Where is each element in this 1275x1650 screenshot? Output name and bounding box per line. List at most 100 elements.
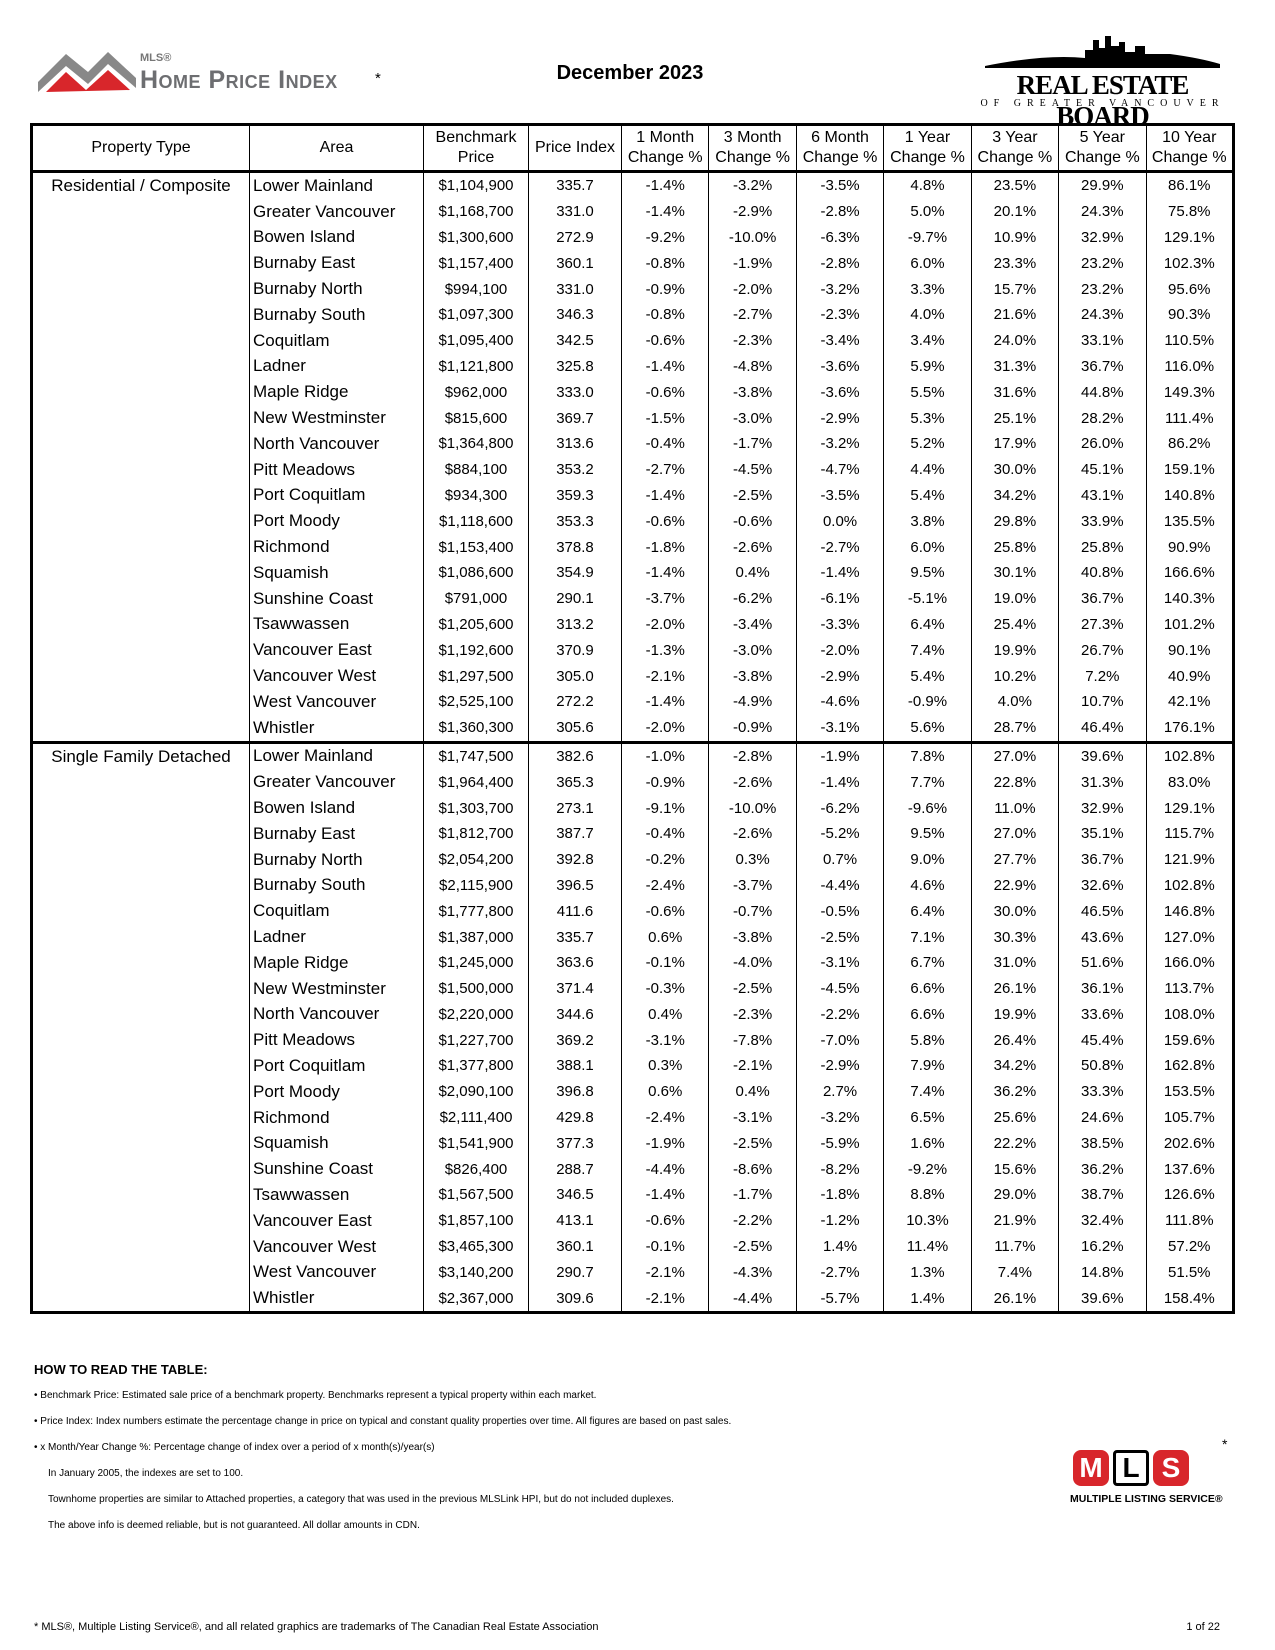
table-row: Whistler $1,360,300 305.6 -2.0% -0.9% -3.1% 5.… [32,714,1235,743]
table-cell: 40.8% [1058,559,1147,586]
hpi-logo-mark [38,52,136,92]
table-cell: 22.8% [970,769,1060,796]
table-cell: $1,095,400 [423,327,529,354]
table-cell: 159.6% [1145,1027,1235,1054]
table-cell: 111.8% [1145,1207,1235,1234]
table-cell: 36.7% [1058,353,1147,380]
table-cell: 166.0% [1145,949,1235,976]
table-cell: 30.0% [970,456,1060,483]
table-cell: 7.4% [883,637,972,664]
table-cell: $2,525,100 [423,688,529,715]
table-cell: 26.4% [970,1027,1060,1054]
area: Whistler [249,714,424,743]
table-cell: 129.1% [1145,224,1235,251]
table-cell: $1,812,700 [423,820,529,847]
table-cell: 51.5% [1145,1259,1235,1286]
table-cell: -2.3% [708,1001,797,1028]
table-cell: 146.8% [1145,898,1235,925]
area: Port Moody [249,1078,424,1105]
area: West Vancouver [249,688,424,715]
table-cell: -2.3% [708,327,797,354]
table-cell: -0.9% [620,276,710,302]
table-cell: 7.8% [883,740,972,770]
table-cell: -2.4% [620,1104,710,1131]
table-cell: -2.6% [708,820,797,847]
table-cell: 377.3 [528,1130,622,1157]
table-cell: 28.2% [1058,405,1147,431]
mls-label: MLS® [140,52,172,64]
table-cell: 32.4% [1058,1207,1147,1234]
table-cell: $1,192,600 [423,637,529,664]
table-cell: -4.9% [708,688,797,715]
table-cell: 26.7% [1058,637,1147,664]
table-cell: 105.7% [1145,1104,1235,1131]
mls-letter: M [1073,1450,1109,1486]
table-cell: 31.0% [970,949,1060,976]
table-cell: 388.1 [528,1053,622,1079]
table-cell: -9.6% [883,795,972,821]
table-cell: -3.2% [795,1104,885,1131]
table-cell: -2.0% [620,714,710,743]
area: Pitt Meadows [249,1027,424,1054]
table-cell: 3.3% [883,276,972,302]
table-row: Pitt Meadows $1,227,700 369.2 -3.1% -7.8% -7.… [32,1027,1235,1054]
table-cell: $1,364,800 [423,430,529,457]
table-cell: -2.0% [795,637,885,664]
table-cell: 6.0% [883,534,972,560]
table-cell: $1,297,500 [423,663,529,689]
table-cell: 25.6% [970,1104,1060,1131]
table-row: Squamish $1,086,600 354.9 -1.4% 0.4% -1.4% 9.5… [32,559,1235,586]
table-cell: $1,377,800 [423,1053,529,1079]
table-cell: $2,111,400 [423,1104,529,1131]
table-cell: 158.4% [1145,1285,1235,1313]
table-cell: $2,090,100 [423,1078,529,1105]
table-cell: 24.0% [970,327,1060,354]
table-cell: 50.8% [1058,1053,1147,1079]
table-cell: -2.3% [795,301,885,328]
table-cell: 413.1 [528,1207,622,1234]
table-cell: 116.0% [1145,353,1235,380]
table-row: Port Moody $2,090,100 396.8 0.6% 0.4% 2.7% 7.4… [32,1078,1235,1105]
table-row: Whistler $2,367,000 309.6 -2.1% -4.4% -5.7% 1.… [32,1285,1235,1313]
table-cell: -6.1% [795,585,885,612]
table-row: Bowen Island $1,303,700 273.1 -9.1% -10.0% -6… [32,795,1235,821]
table-cell: 411.6 [528,898,622,925]
table-cell: 39.6% [1058,1285,1147,1313]
table-cell: -4.6% [795,688,885,715]
table-cell: 6.4% [883,898,972,925]
table-cell: -4.8% [708,353,797,380]
table-cell: $1,567,500 [423,1182,529,1208]
table-row: North Vancouver $1,364,800 313.6 -0.4% -1.7%… [32,430,1235,457]
table-cell: 25.8% [970,534,1060,560]
table-cell: 159.1% [1145,456,1235,483]
table-cell: 22.2% [970,1130,1060,1157]
table-row: Vancouver East $1,857,100 413.1 -0.6% -2.2% -… [32,1207,1235,1234]
table-cell: 25.8% [1058,534,1147,560]
table-cell: 43.6% [1058,924,1147,950]
table-cell: 149.3% [1145,379,1235,406]
table-cell: -2.7% [795,534,885,560]
table-cell: -3.0% [708,637,797,664]
area: Port Coquitlam [249,1053,424,1079]
column-header: 10 Year Change % [1145,124,1235,173]
table-cell: -0.6% [620,898,710,925]
table-cell: -1.7% [708,1182,797,1208]
table-cell: 31.6% [970,379,1060,406]
table-cell: -0.6% [620,327,710,354]
table-cell: 21.6% [970,301,1060,328]
table-cell: 0.7% [795,846,885,873]
table-cell: 4.4% [883,456,972,483]
column-header: 3 Month Change % [708,124,797,173]
table-cell: 4.0% [883,301,972,328]
table-cell: $1,747,500 [423,740,529,770]
table-cell: 16.2% [1058,1233,1147,1260]
table-cell: $1,227,700 [423,1027,529,1054]
area: New Westminster [249,405,424,431]
table-cell: 19.9% [970,637,1060,664]
table-cell: -2.1% [620,1285,710,1313]
table-cell: 9.5% [883,559,972,586]
table-cell: -3.4% [795,327,885,354]
table-cell: -3.2% [795,430,885,457]
table-cell: -0.3% [620,975,710,1002]
area: Ladner [249,924,424,950]
